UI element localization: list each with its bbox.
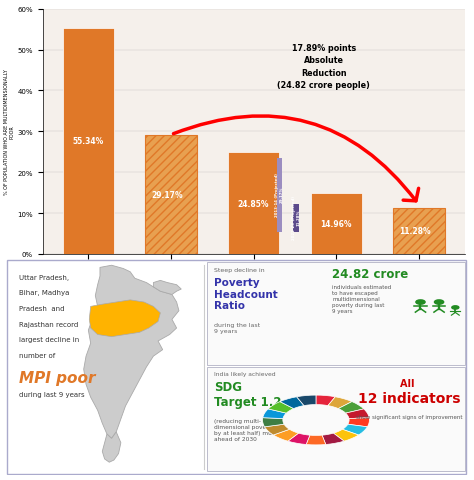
Text: largest decline in: largest decline in [18,336,79,343]
Circle shape [435,300,444,304]
Wedge shape [328,397,352,409]
Text: 11.28%: 11.28% [399,227,431,236]
Wedge shape [263,409,286,419]
FancyBboxPatch shape [207,367,465,471]
Text: SDG
Target 1.2: SDG Target 1.2 [214,380,281,408]
Bar [310,193,362,254]
Text: MPI poor: MPI poor [18,370,95,385]
Wedge shape [263,418,284,427]
Text: 24.82 crore: 24.82 crore [332,268,409,281]
FancyArrowPatch shape [173,117,419,202]
Wedge shape [297,396,316,406]
Wedge shape [306,435,326,445]
Text: individuals estimated
to have escaped
multidimensional
poverty during last
9 yea: individuals estimated to have escaped mu… [332,284,392,314]
Text: 2013-14 (Projected)
29.17%: 2013-14 (Projected) 29.17% [275,173,284,216]
Text: 17.89% points
Absolute
Reduction
(24.82 crore people): 17.89% points Absolute Reduction (24.82 … [277,44,370,90]
Text: Bihar, Madhya: Bihar, Madhya [18,290,69,296]
Wedge shape [338,402,364,413]
Wedge shape [316,396,335,406]
Text: India likely achieved: India likely achieved [214,372,275,376]
Bar [276,159,283,233]
Bar [293,204,299,233]
Text: Steep decline in: Steep decline in [214,268,264,273]
Text: Pradesh  and: Pradesh and [18,305,64,312]
Wedge shape [346,409,369,419]
Wedge shape [264,424,290,435]
Circle shape [416,300,425,304]
Y-axis label: % OF POPULATION WHO ARE MULTIDIMENSIONALLY
POOR: % OF POPULATION WHO ARE MULTIDIMENSIONAL… [4,69,15,195]
Text: show significant signs of improvement: show significant signs of improvement [356,414,462,419]
Text: during the last
9 years: during the last 9 years [214,322,260,333]
Text: number of: number of [18,352,55,358]
Text: 55.34%: 55.34% [73,137,104,146]
Text: (reducing multi-
dimensional poverty
by at least half) much
ahead of 2030: (reducing multi- dimensional poverty by … [214,418,279,442]
Text: All: All [400,378,418,388]
Text: 29.17%: 29.17% [151,191,182,199]
FancyBboxPatch shape [207,263,465,365]
FancyBboxPatch shape [7,261,466,474]
Wedge shape [288,433,310,444]
Text: Uttar Pradesh,: Uttar Pradesh, [18,274,69,280]
Text: during last 9 years: during last 9 years [18,391,84,397]
Text: 2022-23 (Projected)
11.28%: 2022-23 (Projected) 11.28% [292,196,301,240]
Text: 24.85%: 24.85% [238,199,269,208]
Wedge shape [348,418,369,427]
Wedge shape [268,402,294,413]
Polygon shape [89,300,160,337]
Bar [145,135,197,254]
Text: 12 indicators: 12 indicators [357,391,460,405]
Circle shape [452,306,459,310]
Wedge shape [322,433,344,444]
Bar [228,153,279,254]
Polygon shape [154,281,181,295]
Wedge shape [333,430,359,441]
Wedge shape [273,430,299,441]
Text: Poverty
Headcount
Ratio: Poverty Headcount Ratio [214,277,277,311]
Wedge shape [280,397,304,409]
Text: 14.96%: 14.96% [320,219,352,228]
Polygon shape [84,266,179,439]
Bar [63,29,114,254]
Wedge shape [342,424,367,435]
Text: Rajasthan record: Rajasthan record [18,321,78,327]
Polygon shape [102,432,121,462]
Bar [393,208,445,254]
